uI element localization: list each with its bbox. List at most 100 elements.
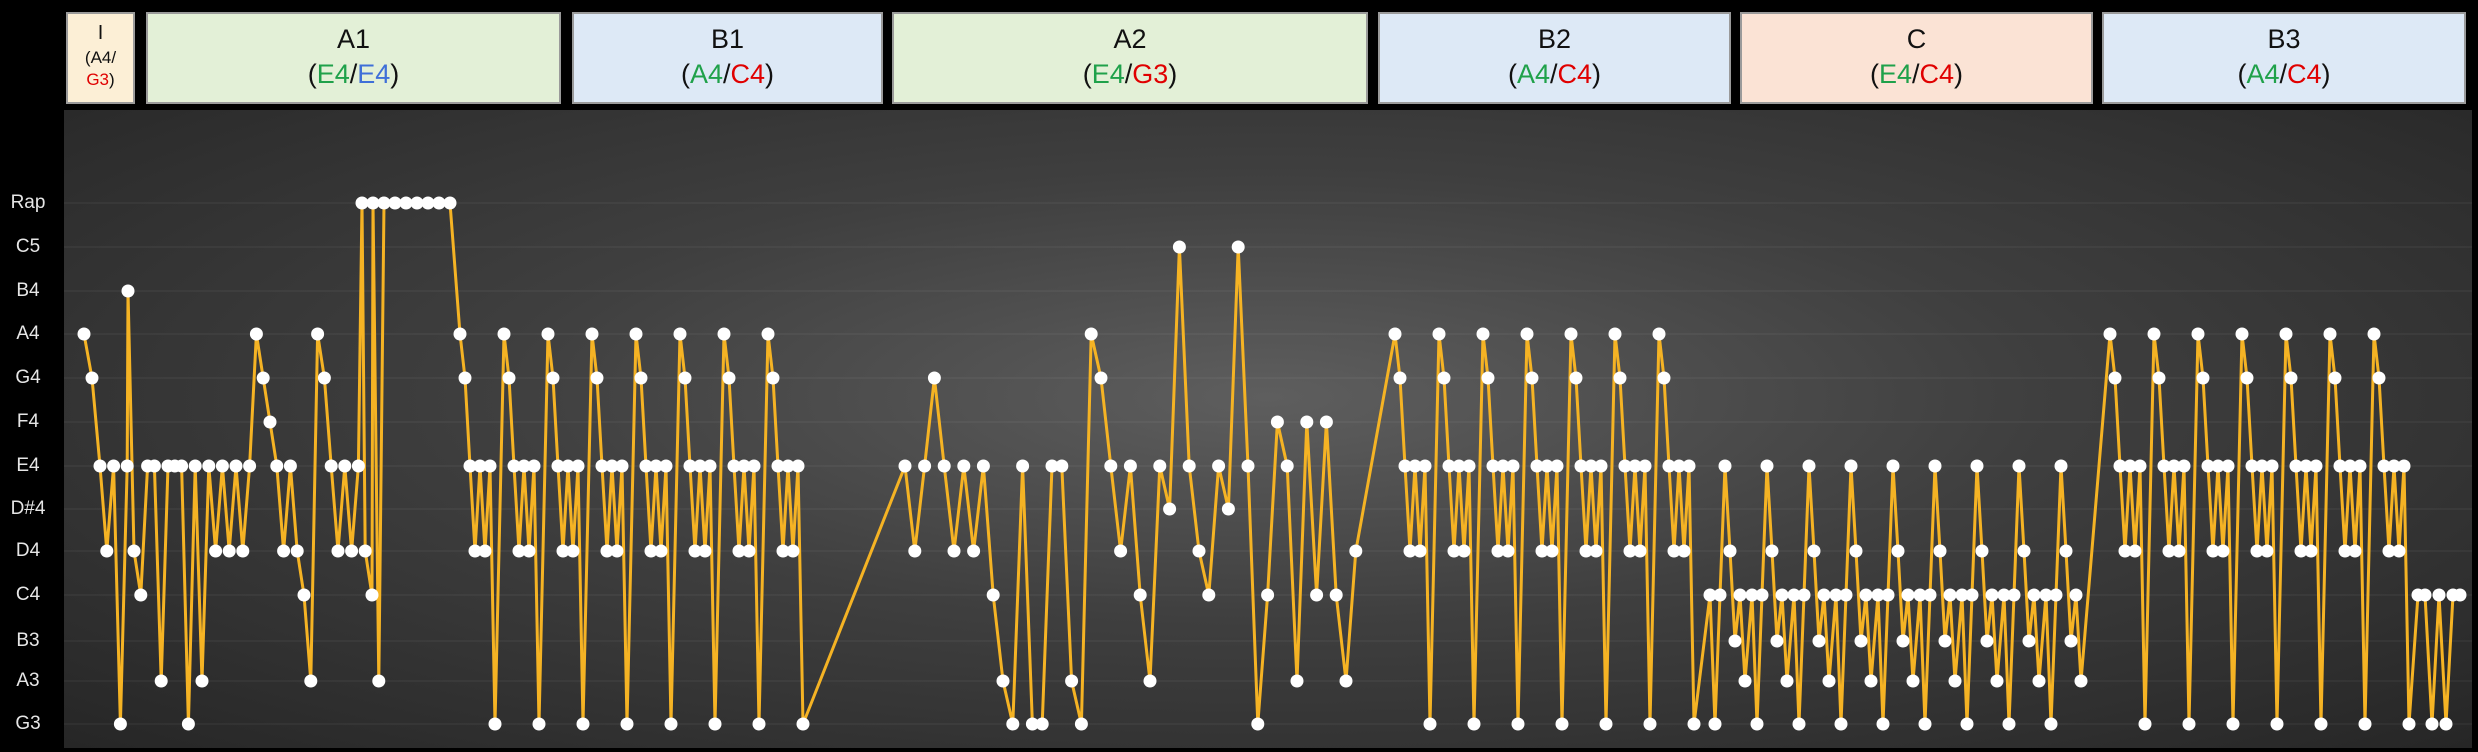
note-point [796, 717, 810, 731]
note-point [154, 674, 168, 688]
note-point [1755, 588, 1769, 602]
note-point [1564, 327, 1578, 341]
note-point [1628, 459, 1642, 473]
note-point [620, 717, 634, 731]
note-point [127, 544, 141, 558]
note-point [561, 459, 575, 473]
section-key-secondary: C4 [2287, 59, 2322, 89]
note-point [1829, 588, 1843, 602]
note-point [717, 327, 731, 341]
note-point [1733, 588, 1747, 602]
note-point [1965, 588, 1979, 602]
note-point [522, 544, 536, 558]
section-keys: (A4/C4) [680, 59, 775, 89]
note-point [1657, 371, 1671, 385]
note-point [1084, 327, 1098, 341]
note-point [188, 459, 202, 473]
note-point [1677, 544, 1691, 558]
note-point [2113, 459, 2127, 473]
note-point [421, 196, 435, 210]
note-point [1569, 371, 1583, 385]
note-point [77, 327, 91, 341]
section-name: B1 [710, 24, 745, 54]
note-point [1319, 415, 1333, 429]
note-point [270, 459, 284, 473]
note-point [2103, 327, 2117, 341]
note-point [277, 544, 291, 558]
note-point [771, 459, 785, 473]
note-point [2007, 588, 2021, 602]
note-point [1713, 588, 1727, 602]
note-point [551, 459, 565, 473]
note-point [2027, 588, 2041, 602]
note-point [1074, 717, 1088, 731]
note-point [527, 459, 541, 473]
note-point [1506, 459, 1520, 473]
note-point [976, 459, 990, 473]
note-point [1584, 459, 1598, 473]
note-point [1143, 674, 1157, 688]
section-key-secondary: C4 [730, 59, 766, 89]
note-point [2309, 459, 2323, 473]
note-point [1938, 634, 1952, 648]
note-point [355, 196, 369, 210]
note-point [297, 588, 311, 602]
note-point [331, 544, 345, 558]
note-point [1844, 459, 1858, 473]
note-point [615, 459, 629, 473]
section-keys: (E4/C4) [1869, 59, 1964, 89]
note-point [2372, 371, 2386, 385]
note-point [1807, 544, 1821, 558]
note-point [222, 544, 236, 558]
note-point [1251, 717, 1265, 731]
note-point [1520, 327, 1534, 341]
note-point [2294, 544, 2308, 558]
note-point [85, 371, 99, 385]
note-point [1871, 588, 1885, 602]
note-point [2304, 544, 2318, 558]
note-point [175, 459, 189, 473]
note-point [2201, 459, 2215, 473]
note-point [1172, 240, 1186, 254]
note-point [2123, 459, 2137, 473]
note-point [1025, 717, 1039, 731]
note-point [1476, 327, 1490, 341]
note-point [1775, 588, 1789, 602]
note-point [1943, 588, 1957, 602]
note-point [927, 371, 941, 385]
note-point [595, 459, 609, 473]
y-tick-label: G3 [15, 713, 41, 734]
note-point [1745, 588, 1759, 602]
note-point [566, 544, 580, 558]
note-point [1876, 717, 1890, 731]
note-point [317, 371, 331, 385]
y-axis-labels: G3 A3 B3 C4 D4 D#4 E4 F4 G4 A4 B4 C5 Rap [0, 0, 64, 752]
note-point [556, 544, 570, 558]
note-point [388, 196, 402, 210]
note-point [249, 327, 263, 341]
note-point [1418, 459, 1432, 473]
note-point [1261, 588, 1275, 602]
note-point [629, 327, 643, 341]
note-point [209, 544, 223, 558]
note-point [1589, 544, 1603, 558]
note-point [1501, 544, 1515, 558]
note-point [93, 459, 107, 473]
note-point [2128, 544, 2142, 558]
y-tick-label: A4 [16, 323, 40, 344]
note-point [1221, 502, 1235, 516]
note-point [786, 544, 800, 558]
note-point [1491, 544, 1505, 558]
section-key-secondary: C4 [1557, 59, 1593, 89]
note-point [2353, 459, 2367, 473]
section-b3: B3 (A4/C4) [2102, 12, 2466, 104]
note-point [1329, 588, 1343, 602]
note-point [2250, 544, 2264, 558]
note-point [2265, 459, 2279, 473]
note-point [1812, 634, 1826, 648]
note-point [2017, 544, 2031, 558]
note-point [366, 196, 380, 210]
note-point [290, 544, 304, 558]
note-point [181, 717, 195, 731]
